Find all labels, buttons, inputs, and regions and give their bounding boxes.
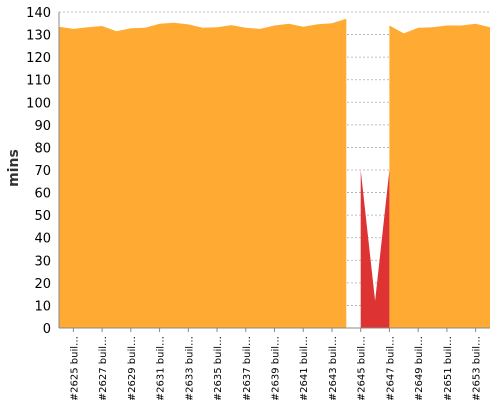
x-tick-label: #2651 buil…: [443, 336, 454, 400]
x-tick-label: #2639 buil…: [271, 336, 282, 400]
area-series: [59, 18, 490, 329]
y-tick-label: 10: [34, 299, 51, 314]
y-tick-label: 60: [34, 187, 51, 202]
success-area: [389, 23, 490, 328]
x-tick-label: #2641 buil…: [299, 336, 310, 400]
x-tick-label: #2629 buil…: [127, 336, 138, 400]
y-tick-label: 40: [34, 232, 51, 247]
x-tick-label: #2635 buil…: [213, 336, 224, 400]
x-tick-label: #2625 buil…: [69, 336, 80, 400]
y-tick-label: 120: [26, 51, 51, 66]
x-tick-label: #2631 buil…: [156, 336, 167, 400]
x-tick-label: #2627 buil…: [98, 336, 109, 400]
y-tick-label: 0: [43, 322, 51, 337]
y-tick-label: 110: [26, 74, 51, 89]
x-tick-label: #2643 buil…: [328, 336, 339, 400]
y-tick-label: 80: [34, 141, 51, 156]
x-tick-label: #2637 buil…: [242, 336, 253, 400]
x-tick-label: #2633 buil…: [184, 336, 195, 400]
y-tick-label: 30: [34, 254, 51, 269]
y-tick-label: 130: [26, 29, 51, 44]
x-tick-label: #2649 buil…: [414, 336, 425, 400]
x-tick-label: #2645 buil…: [357, 336, 368, 400]
x-tick-label: #2647 buil…: [385, 336, 396, 400]
y-tick-label: 70: [34, 164, 51, 179]
y-tick-label: 50: [34, 209, 51, 224]
x-tick-label: #2653 buil…: [472, 336, 483, 400]
y-axis-label: mins: [6, 149, 22, 187]
axes: 0 10 20 30 40 50 60 70 80 90 100 110 120 130 140 #2625 …: [26, 6, 490, 400]
failed-area: [360, 170, 390, 328]
y-tick-label: 140: [26, 6, 51, 21]
success-area: [59, 18, 347, 329]
y-tick-label: 100: [26, 96, 51, 111]
y-tick-label: 90: [34, 119, 51, 134]
y-tick-label: 20: [34, 277, 51, 292]
